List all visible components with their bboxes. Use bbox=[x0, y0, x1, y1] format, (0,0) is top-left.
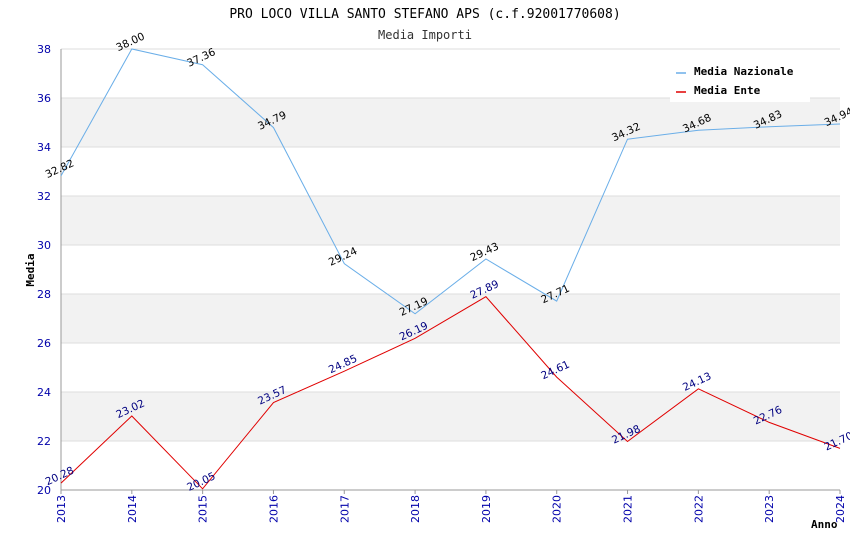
grid-lines bbox=[61, 48, 840, 491]
y-axis-ticks: 20 22 24 26 28 30 32 34 36 38 bbox=[37, 43, 51, 497]
band-26 bbox=[61, 294, 840, 343]
x-tick-2017: 2017 bbox=[338, 495, 351, 523]
data-label-ente-2017: 24.85 bbox=[327, 353, 359, 377]
data-label-nazionale-2017: 29.24 bbox=[327, 245, 360, 269]
legend: Media Nazionale Media Ente bbox=[670, 60, 810, 102]
x-tick-2022: 2022 bbox=[692, 495, 705, 523]
y-tick-28: 28 bbox=[37, 288, 51, 301]
y-tick-30: 30 bbox=[37, 239, 51, 252]
x-tick-2019: 2019 bbox=[480, 495, 493, 523]
chart-subtitle: Media Importi bbox=[378, 28, 472, 42]
x-tick-2016: 2016 bbox=[267, 495, 280, 523]
band-30 bbox=[61, 196, 840, 245]
y-tick-36: 36 bbox=[37, 92, 51, 105]
background-bands bbox=[61, 98, 840, 441]
band-34 bbox=[61, 98, 840, 147]
x-tick-2020: 2020 bbox=[551, 495, 564, 523]
x-tick-2014: 2014 bbox=[126, 495, 139, 523]
x-tick-2015: 2015 bbox=[197, 495, 210, 523]
data-label-nazionale-2015: 37.36 bbox=[185, 46, 218, 70]
series-line-nazionale bbox=[60, 48, 841, 315]
x-tick-2018: 2018 bbox=[409, 495, 422, 523]
x-tick-2023: 2023 bbox=[763, 495, 776, 523]
y-tick-22: 22 bbox=[37, 435, 51, 448]
series-group bbox=[60, 48, 841, 490]
data-label-ente-2013: 20.28 bbox=[44, 465, 76, 489]
x-tick-2024: 2024 bbox=[834, 495, 847, 523]
chart-title: PRO LOCO VILLA SANTO STEFANO APS (c.f.92… bbox=[229, 7, 620, 22]
y-tick-24: 24 bbox=[37, 386, 51, 399]
band-22 bbox=[61, 392, 840, 441]
legend-label-ente: Media Ente bbox=[694, 84, 761, 97]
x-tick-2013: 2013 bbox=[55, 495, 68, 523]
y-tick-34: 34 bbox=[37, 141, 51, 154]
legend-label-nazionale: Media Nazionale bbox=[694, 65, 794, 78]
y-tick-32: 32 bbox=[37, 190, 51, 203]
legend-box bbox=[670, 60, 810, 102]
x-axis-label: Anno bbox=[811, 518, 838, 531]
y-axis-label: Media bbox=[24, 253, 37, 286]
x-tick-2021: 2021 bbox=[622, 495, 635, 523]
y-tick-26: 26 bbox=[37, 337, 51, 350]
x-axis-ticks: 2013 2014 2015 2016 2017 2018 2019 2020 2021 2022… bbox=[55, 490, 847, 523]
series-line-ente bbox=[60, 296, 841, 490]
y-tick-38: 38 bbox=[37, 43, 51, 56]
y-tick-20: 20 bbox=[37, 484, 51, 497]
data-label-nazionale-2013: 32.82 bbox=[44, 157, 76, 181]
